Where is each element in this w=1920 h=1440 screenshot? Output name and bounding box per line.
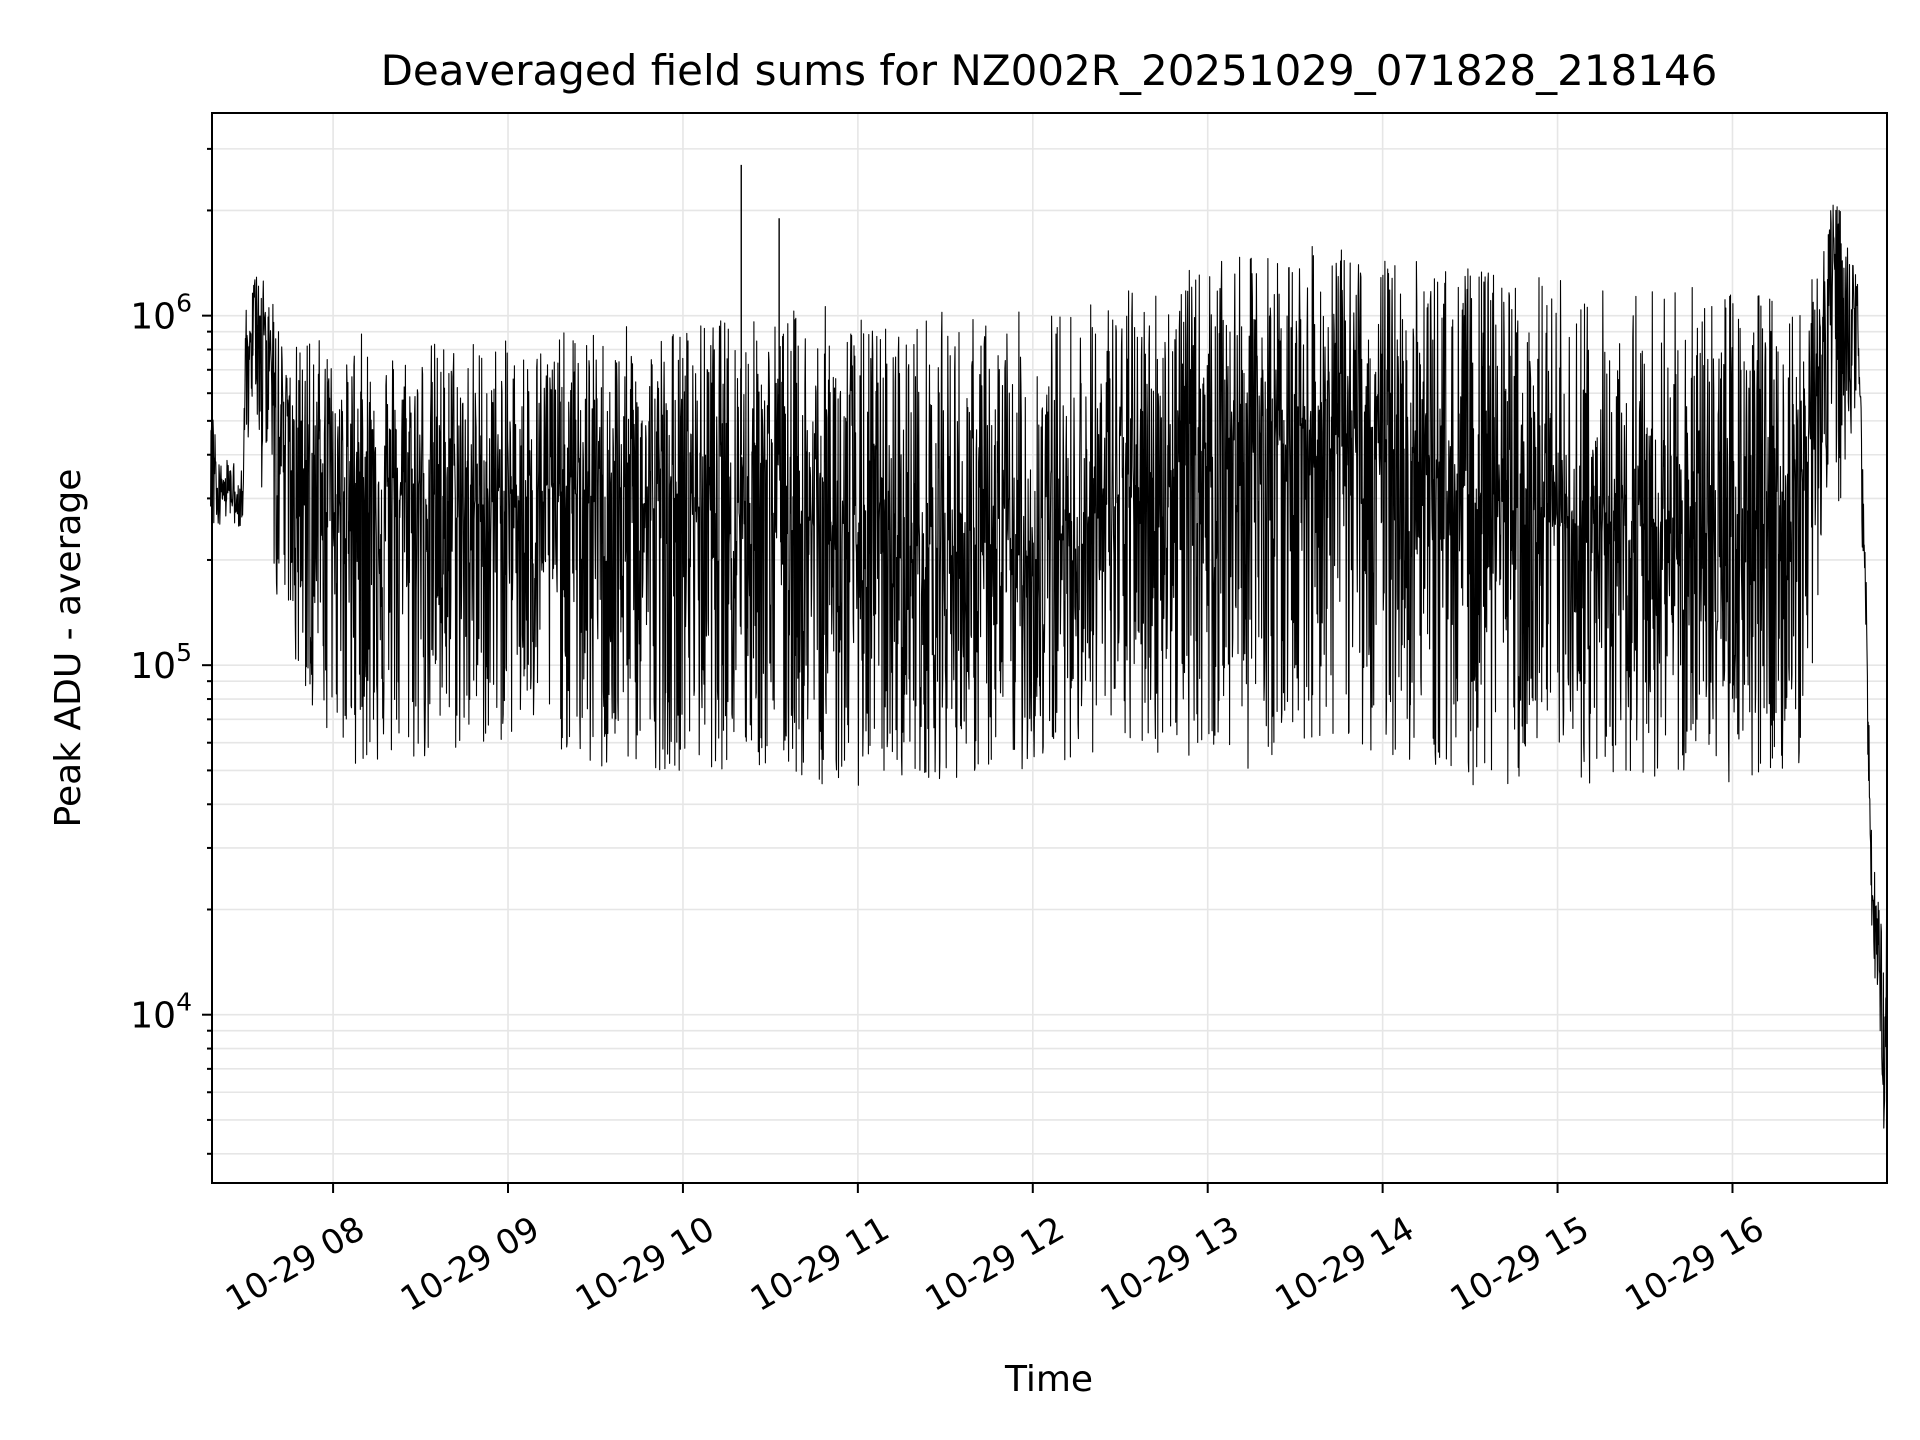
y-tick-label: 104 xyxy=(130,988,192,1037)
plot-frame xyxy=(211,112,1888,1184)
y-tick-base: 10 xyxy=(130,646,176,687)
series-line xyxy=(210,204,1888,1129)
y-axis-label: Peak ADU - average xyxy=(48,469,89,828)
y-tick-label: 106 xyxy=(130,289,192,338)
y-tick-exponent: 6 xyxy=(176,289,192,318)
y-tick-base: 10 xyxy=(130,297,176,338)
x-axis-label: Time xyxy=(1004,1359,1093,1400)
y-tick-exponent: 5 xyxy=(176,638,192,667)
y-tick-exponent: 4 xyxy=(176,988,192,1017)
plot-area xyxy=(210,164,1888,1129)
chart-title: Deaveraged field sums for NZ002R_2025102… xyxy=(381,46,1718,95)
y-tick-label: 105 xyxy=(130,638,192,687)
grid-lines xyxy=(212,113,1887,1183)
y-tick-base: 10 xyxy=(130,996,176,1037)
